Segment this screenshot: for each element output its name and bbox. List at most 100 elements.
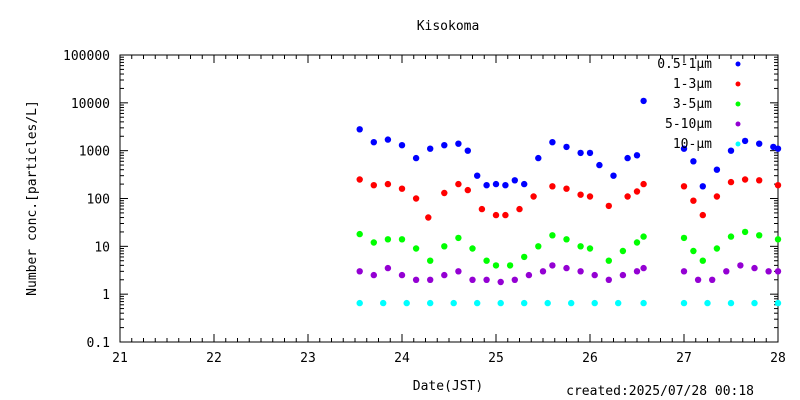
data-point-series-3 [577,268,584,275]
chart-title: Kisokoma [417,19,480,34]
data-point-series-0 [549,139,556,146]
data-point-series-3 [633,268,641,275]
data-point-series-1 [605,202,612,210]
y-tick-label: 0.1 [87,336,110,351]
data-point-series-1 [412,195,420,202]
data-point-series-4 [356,299,363,307]
data-point-series-4 [591,299,598,307]
data-point-series-1 [624,193,631,200]
data-point-series-0 [596,161,603,169]
data-point-series-2 [521,253,528,261]
data-point-series-2 [605,257,612,264]
data-point-series-4 [380,299,387,307]
legend-marker [735,101,741,107]
data-point-series-2 [492,262,500,269]
data-point-series-2 [713,245,721,252]
x-ticks: 21 22 23 24 25 26 27 28 [112,55,786,366]
x-tick-label: 28 [770,351,786,366]
data-point-series-1 [563,185,570,192]
data-point-series-2 [756,232,763,239]
data-point-series-2 [699,257,706,264]
data-point-series-3 [737,262,744,269]
legend-marker [735,141,741,147]
data-point-series-4 [568,299,575,307]
data-point-series-1 [516,205,523,213]
data-point-series-1 [586,193,594,200]
data-point-series-4 [727,299,735,307]
data-point-series-1 [492,211,500,219]
data-point-series-3 [591,271,598,279]
data-point-series-1 [774,182,782,189]
data-point-series-3 [563,264,570,272]
data-point-series-0 [727,147,735,154]
x-axis-label: Date(JST) [413,379,483,394]
data-point-series-0 [412,154,420,162]
legend-label: 5-10μm [665,117,712,132]
data-point-series-2 [412,245,420,252]
data-point-series-4 [450,299,457,307]
data-point-series-3 [525,271,533,279]
data-point-series-1 [425,214,432,221]
data-point-series-2 [586,245,594,252]
x-tick-label: 21 [112,351,128,366]
data-point-series-0 [398,142,406,149]
data-point-series-2 [633,239,641,246]
data-point-series-0 [384,136,392,143]
legend-label: 1-3μm [673,77,712,92]
data-point-series-2 [774,236,782,243]
x-tick-label: 25 [488,351,504,366]
data-point-series-0 [633,152,641,159]
data-point-series-3 [751,264,758,272]
data-point-series-4 [640,299,647,307]
data-point-series-1 [356,176,363,183]
data-point-series-2 [384,236,392,243]
data-point-series-1 [756,177,763,184]
data-point-series-3 [680,268,688,275]
data-point-series-1 [441,189,448,197]
data-point-series-1 [530,193,537,200]
data-point-series-3 [398,271,406,279]
y-tick-label: 100 [87,193,110,208]
data-point-series-0 [427,145,434,152]
data-point-series-0 [624,154,631,162]
data-point-series-4 [774,299,782,307]
data-point-series-4 [497,299,504,307]
data-point-series-0 [713,166,721,173]
data-point-series-3 [709,276,716,283]
data-point-series-3 [511,276,518,283]
data-point-series-0 [483,182,490,189]
y-ticks: 0.1 1 10 100 1000 10000 100000 [63,49,778,351]
data-point-series-1 [727,178,735,186]
data-point-series-1 [633,188,641,195]
x-tick-label: 26 [582,351,598,366]
legend: 0.5-1μm 1-3μm 3-5μm 5-10μm 10-μm [657,57,741,152]
data-point-series-2 [483,257,490,264]
legend-label: 10-μm [673,137,712,152]
data-point-series-4 [403,299,410,307]
data-point-series-3 [427,276,434,283]
legend-marker [735,81,741,87]
x-tick-label: 27 [676,351,692,366]
data-point-series-3 [723,268,730,275]
data-point-series-3 [469,276,476,283]
data-point-series-4 [704,299,711,307]
data-point-series-3 [605,276,612,283]
data-point-series-4 [474,299,481,307]
data-point-series-1 [690,197,697,204]
data-point-series-3 [455,268,462,275]
created-timestamp: created:2025/07/28 00:18 [566,384,754,399]
data-point-series-1 [640,180,647,188]
data-point-series-2 [727,233,735,240]
data-point-series-3 [412,276,420,283]
data-point-series-4 [680,299,688,307]
data-point-series-0 [586,149,594,157]
data-point-series-3 [694,276,702,283]
data-point-series-2 [680,234,688,242]
data-point-series-4 [544,299,551,307]
data-point-series-2 [506,262,514,269]
data-point-series-0 [521,180,528,188]
data-point-series-1 [680,183,688,190]
data-point-series-0 [699,183,706,190]
data-point-series-4 [521,299,528,307]
